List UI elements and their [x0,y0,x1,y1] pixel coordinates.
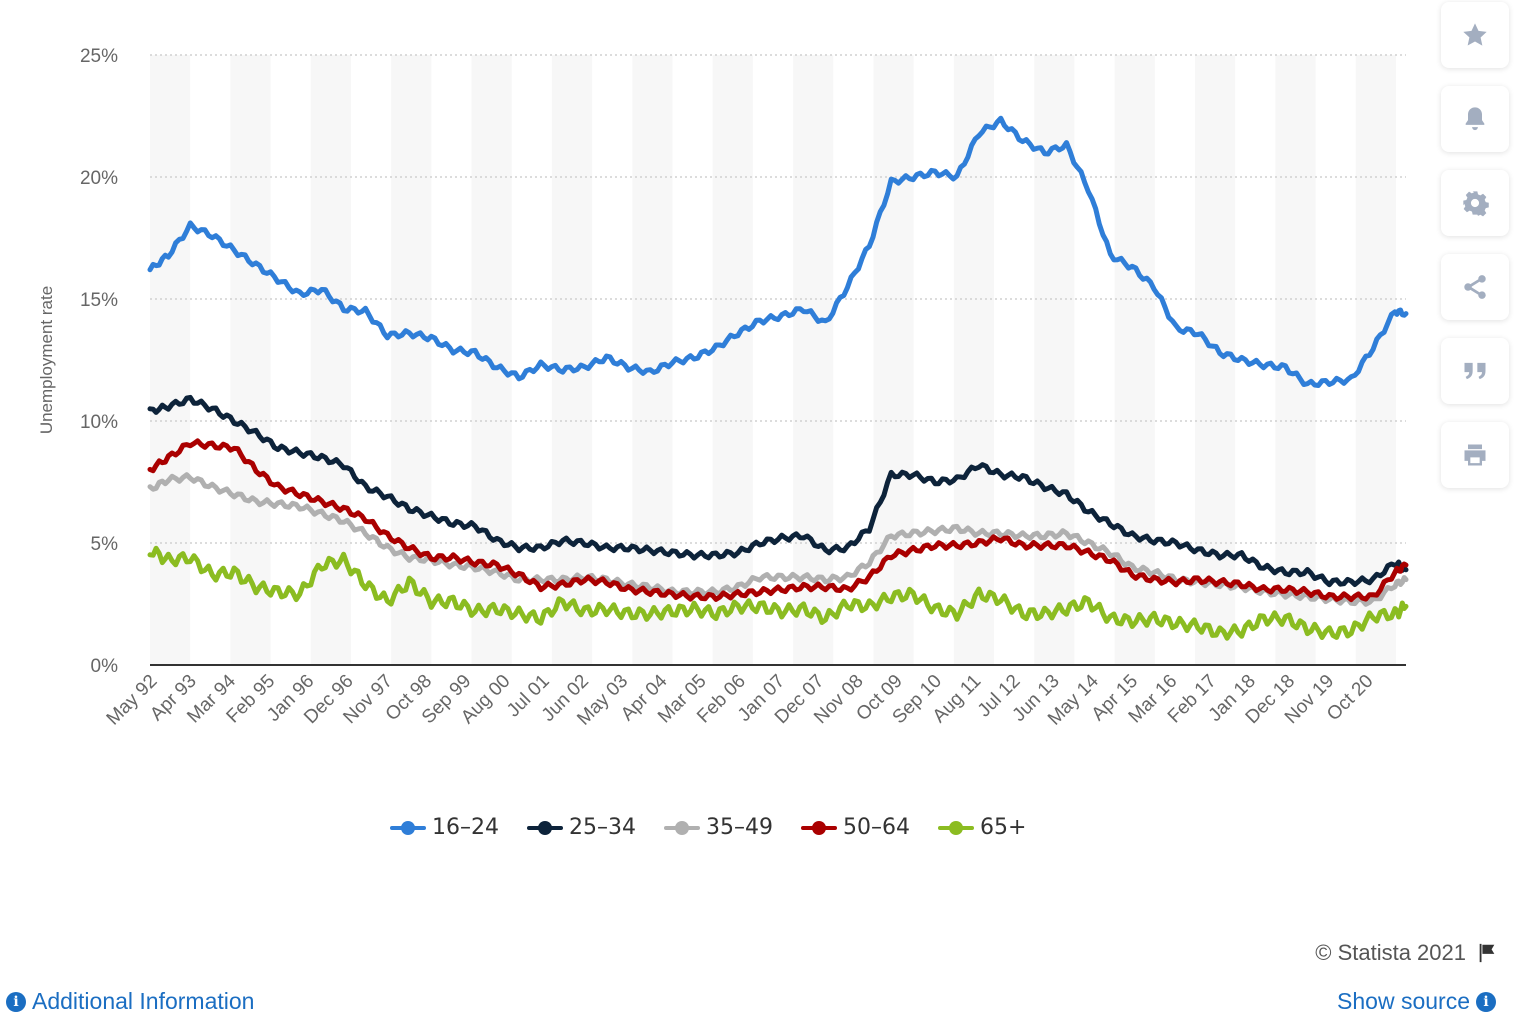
cite-button[interactable] [1441,338,1509,404]
y-tick-label: 20% [80,168,118,189]
share-icon [1464,275,1486,299]
legend-swatch [938,820,974,836]
plot-band [150,55,191,665]
y-axis-ticks: 0% 5% 10% 15% 20% 25% [80,46,118,677]
legend-label: 35–49 [706,815,773,840]
notification-button[interactable] [1441,86,1509,152]
y-tick-label: 10% [80,412,118,433]
plot-band [632,55,673,665]
quote-icon [1464,362,1486,380]
legend-label: 50–64 [843,815,910,840]
y-axis-title: Unemployment rate [37,286,56,434]
series-line-16-24 [147,115,1409,388]
plot-band [953,55,995,665]
additional-information-link[interactable]: i Additional Information [6,988,254,1015]
bell-icon [1465,107,1485,131]
plot-band [1275,55,1316,665]
series-lines [147,115,1409,641]
y-tick-label: 0% [91,656,119,677]
star-icon [1463,23,1487,46]
show-source-link[interactable]: Show source i [1337,988,1496,1015]
plot-band [310,55,351,665]
print-icon [1464,444,1486,466]
legend-item[interactable]: 65+ [938,815,1026,840]
legend-item[interactable]: 25–34 [527,815,636,840]
plot-band [1194,55,1236,665]
legend-label: 25–34 [569,815,636,840]
gridlines [150,54,1406,544]
legend-label: 16–24 [432,815,499,840]
y-tick-label: 25% [80,46,118,67]
plot-band [793,55,834,665]
additional-information-label: Additional Information [32,988,255,1014]
favorite-button[interactable] [1441,2,1509,68]
info-icon: i [6,991,26,1012]
show-source-label: Show source [1337,988,1470,1014]
print-button[interactable] [1441,422,1509,488]
chart-legend: 16–24 25–34 35–49 50–64 65+ [390,815,1026,840]
share-button[interactable] [1441,254,1509,320]
y-tick-label: 15% [80,290,118,311]
y-tick-label: 5% [91,534,119,555]
legend-item[interactable]: 16–24 [390,815,499,840]
legend-item[interactable]: 35–49 [664,815,773,840]
x-tick-label: May 92 [103,671,162,730]
plot-band [1034,55,1075,665]
plot-band [712,55,753,665]
flag-icon[interactable] [1476,942,1498,964]
plot-band [230,55,271,665]
series-line-65+ [147,545,1409,641]
plot-band [391,55,432,665]
settings-button[interactable] [1441,170,1509,236]
chart-toolbar [1441,2,1509,506]
plot-band [551,55,593,665]
statista-credit: © Statista 2021 [1315,940,1498,966]
legend-swatch [390,820,426,836]
plot-band [873,55,914,665]
gear-icon [1463,191,1489,217]
plot-background-bands [150,55,1396,665]
legend-swatch [801,820,837,836]
legend-swatch [527,820,563,836]
legend-swatch [664,820,700,836]
series-line-50-64 [147,438,1409,603]
legend-label: 65+ [980,815,1027,840]
series-line-25-34 [147,394,1409,588]
legend-item[interactable]: 50–64 [801,815,910,840]
credit-text: © Statista 2021 [1315,940,1466,965]
info-icon: i [1476,991,1496,1012]
series-line-35-49 [147,472,1409,607]
